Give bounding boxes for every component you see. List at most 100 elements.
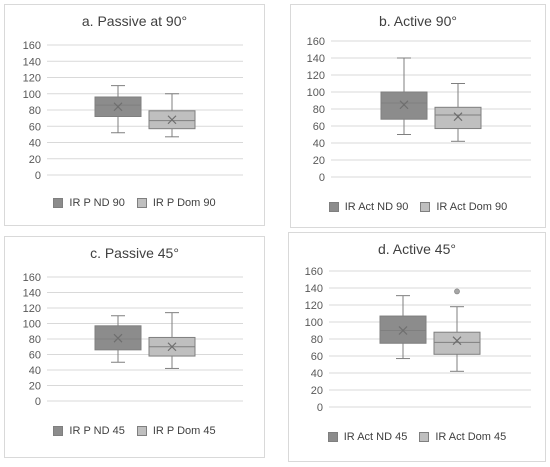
chart-panel-passive-90: a. Passive at 90° 0 20 40 60 80 100 120 140 160 … (4, 4, 265, 226)
y-tick-label: 20 (311, 385, 323, 397)
box-plot-dom (148, 93, 196, 138)
box-plot-nd (380, 57, 428, 135)
y-tick-label: 0 (319, 172, 325, 184)
box (433, 331, 481, 355)
legend-label: IR P ND 90 (69, 197, 125, 209)
mean-marker (113, 333, 123, 343)
legend-swatch (136, 198, 147, 208)
y-tick-label: 60 (311, 351, 323, 363)
legend-swatch (419, 432, 430, 442)
legend-label: IR P Dom 90 (152, 197, 216, 209)
box (434, 106, 482, 130)
box-plot-dom (433, 288, 481, 372)
mean-stroke (113, 102, 123, 112)
legend-label: IR Act ND 90 (344, 201, 409, 213)
legend-item: IR P ND 45 (53, 425, 125, 437)
y-tick-label: 120 (23, 73, 41, 85)
mean-stroke (452, 336, 462, 346)
y-tick-label: 80 (29, 334, 41, 346)
y-tick-label: 140 (23, 56, 41, 68)
y-tick-label: 0 (35, 396, 41, 408)
legend-item: IR Act Dom 45 (419, 431, 506, 443)
y-tick-label: 100 (305, 317, 323, 329)
box-plot-dom (434, 83, 482, 142)
legend: IR Act ND 45 IR Act Dom 45 (289, 431, 545, 443)
box (380, 91, 428, 120)
chart-title: c. Passive 45° (90, 245, 179, 261)
legend-label: IR P ND 45 (69, 425, 125, 437)
legend-item: IR Act ND 90 (328, 201, 409, 213)
chart-title: a. Passive at 90° (81, 13, 188, 29)
y-tick-label: 120 (307, 70, 325, 82)
legend-item: IR Act Dom 90 (420, 201, 507, 213)
mean-marker (113, 102, 123, 112)
mean-stroke (399, 100, 409, 110)
y-tick-label: 100 (23, 89, 41, 101)
box (379, 315, 427, 344)
plot-area: 0 20 40 60 80 100 120 140 160 (23, 272, 243, 408)
mean-marker (167, 342, 177, 352)
y-tick-label: 160 (23, 272, 41, 284)
legend-label: IR Act Dom 45 (435, 431, 507, 443)
chart-title: d. Active 45° (378, 241, 456, 257)
mean-marker (398, 326, 408, 335)
mean-marker (167, 115, 177, 125)
y-tick-label: 120 (305, 300, 323, 312)
y-tick-label: 0 (35, 170, 41, 182)
mean-stroke (113, 333, 123, 343)
legend-item: IR Act ND 45 (327, 431, 407, 443)
plot-area: 0 20 40 60 80 100 120 140 160 (305, 266, 531, 414)
legend-item: IR P Dom 45 (136, 425, 216, 437)
y-tick-label: 160 (23, 40, 41, 52)
y-tick-label: 140 (305, 283, 323, 295)
legend-swatch (53, 198, 64, 208)
y-tick-label: 20 (29, 154, 41, 166)
y-tick-label: 100 (307, 87, 325, 99)
y-tick-label: 100 (23, 319, 41, 331)
y-tick-label: 160 (307, 36, 325, 48)
plot-area: 0 20 40 60 80 100 120 140 160 (23, 40, 243, 182)
y-tick-label: 80 (313, 104, 325, 116)
box-plot-dom (148, 312, 196, 369)
y-tick-label: 80 (311, 334, 323, 346)
y-tick-label: 60 (29, 121, 41, 133)
y-tick-label: 80 (29, 105, 41, 117)
legend-swatch (136, 426, 147, 436)
y-tick-label: 60 (29, 350, 41, 362)
y-tick-label: 60 (313, 121, 325, 133)
mean-stroke (453, 112, 463, 122)
box-plot-nd (379, 295, 427, 360)
y-tick-label: 40 (29, 138, 41, 150)
box-plot-nd (94, 315, 142, 363)
legend-swatch (53, 426, 64, 436)
chart-panel-active-90: b. Active 90° 0 20 40 60 80 100 120 140 160 IR A… (290, 4, 546, 228)
chart-panel-passive-45: c. Passive 45° 0 20 40 60 80 100 120 140 160 IR … (4, 236, 265, 458)
legend-swatch (420, 202, 431, 212)
legend-label: IR Act Dom 90 (436, 201, 508, 213)
legend-item: IR P Dom 90 (136, 197, 216, 209)
legend-swatch (327, 432, 338, 442)
y-tick-label: 20 (313, 155, 325, 167)
y-tick-label: 40 (29, 365, 41, 377)
mean-stroke (167, 342, 177, 352)
y-tick-label: 40 (311, 368, 323, 380)
box-plot-nd (94, 85, 142, 134)
legend: IR P ND 45 IR P Dom 45 (5, 425, 264, 437)
mean-marker (453, 112, 463, 122)
y-tick-label: 160 (305, 266, 323, 278)
outlier-point (454, 288, 460, 295)
y-tick-label: 140 (23, 288, 41, 300)
mean-marker (452, 336, 462, 346)
legend-item: IR P ND 90 (53, 197, 125, 209)
y-tick-label: 0 (317, 402, 323, 414)
y-tick-label: 20 (29, 381, 41, 393)
mean-stroke (398, 326, 408, 335)
y-tick-label: 140 (307, 53, 325, 65)
mean-marker (399, 100, 409, 110)
legend-swatch (328, 202, 339, 212)
chart-title: b. Active 90° (379, 13, 457, 29)
y-tick-label: 120 (23, 303, 41, 315)
chart-panel-active-45: d. Active 45° 0 20 40 60 80 100 120 140 160 IR A… (288, 232, 546, 462)
y-tick-label: 40 (313, 138, 325, 150)
legend: IR Act ND 90 IR Act Dom 90 (291, 201, 545, 213)
